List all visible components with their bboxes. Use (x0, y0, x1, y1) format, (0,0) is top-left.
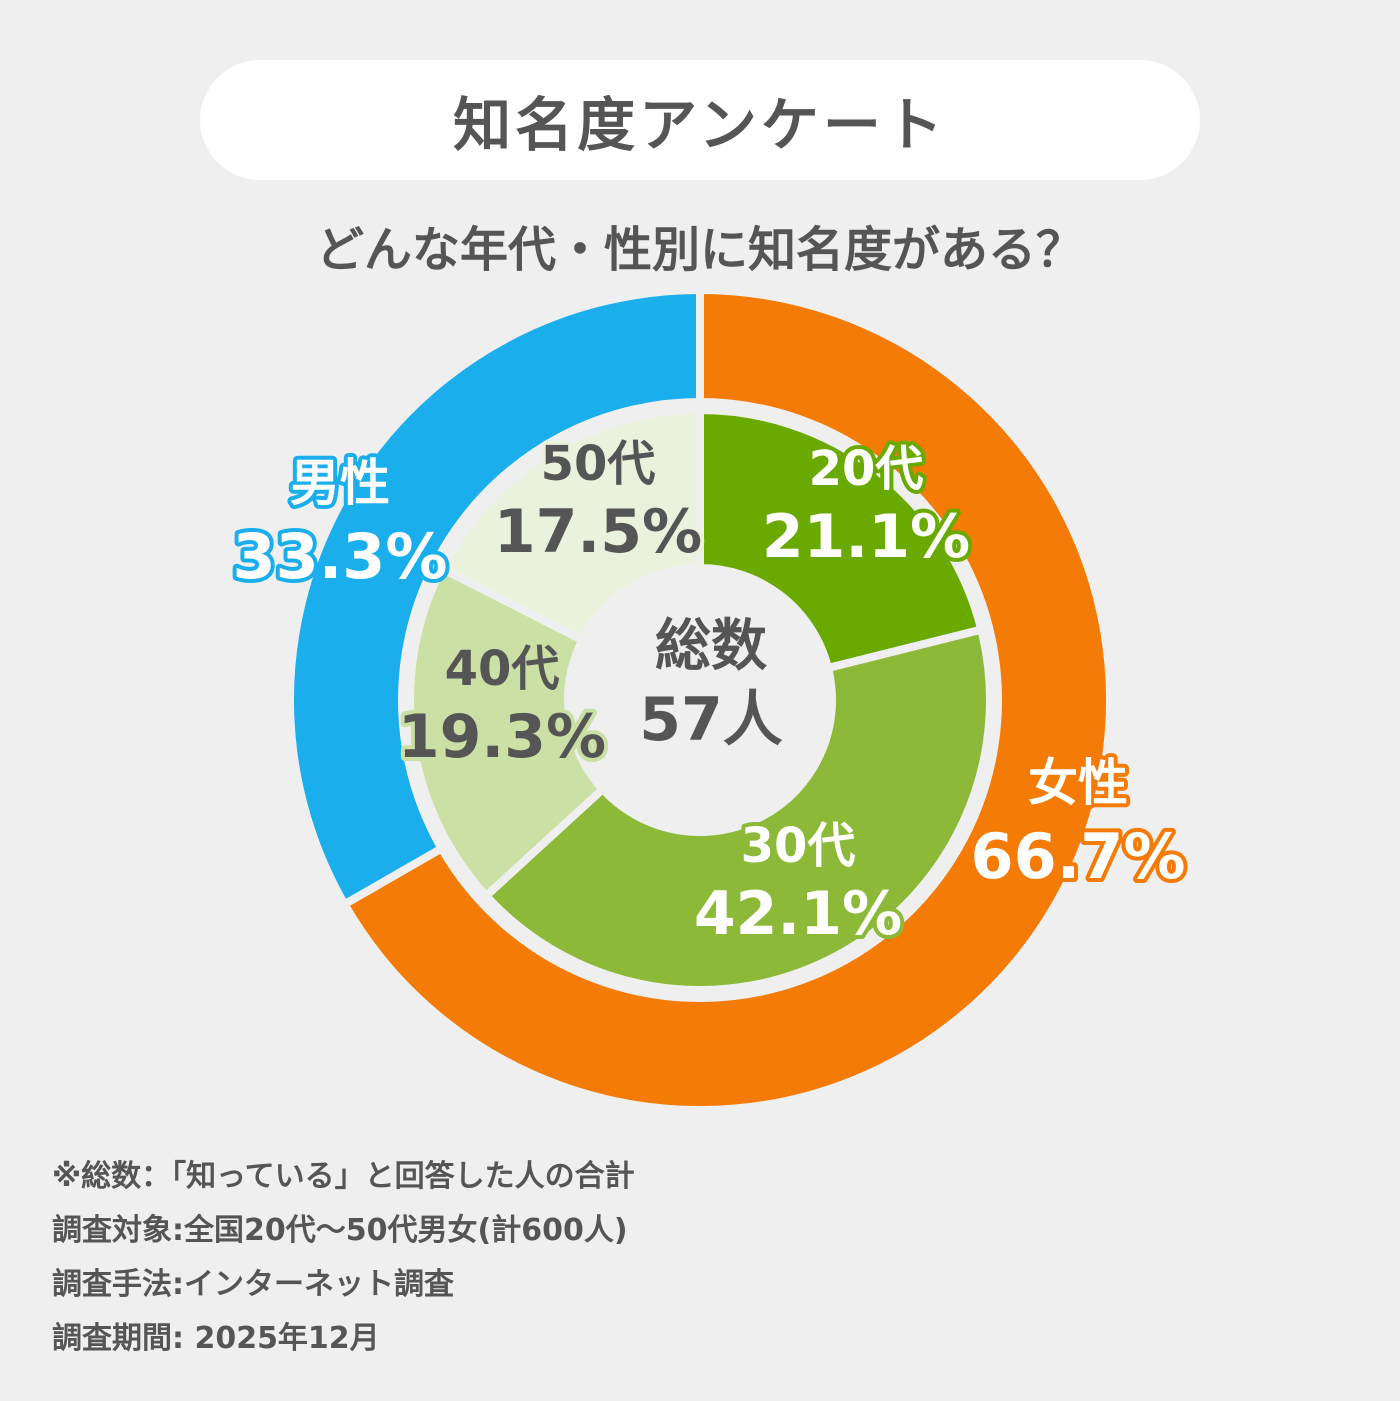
title-banner: 知名度アンケート (200, 60, 1200, 180)
inner-slice-label-3: 50代 (541, 436, 656, 492)
footnotes: ※総数：「知っている」と回答した人の合計 調査対象:全国20代〜50代男女(計6… (52, 1150, 635, 1366)
inner-slice-value-0: 21.1% (762, 502, 970, 572)
outer-slice-value-1: 33.3% (232, 520, 447, 593)
inner-slice-0 (696, 405, 987, 673)
chart-subtitle: どんな年代・性別に知名度がある？ (315, 222, 1084, 278)
note-survey-target: 調査対象:全国20代〜50代男女(計600人) (52, 1213, 628, 1248)
inner-slice-value-3: 17.5% (494, 497, 702, 567)
outer-slice-label-1: 男性 (290, 454, 390, 512)
inner-slice-2 (406, 562, 609, 902)
inner-slice-value-1: 42.1% (694, 879, 902, 949)
note-total-definition: ※総数：「知っている」と回答した人の合計 (52, 1159, 635, 1194)
note-survey-period: 調査期間: 2025年12月 (52, 1321, 380, 1356)
outer-slice-1 (286, 285, 704, 910)
center-total-value: 57人 (639, 685, 783, 755)
inner-slice-1 (480, 624, 994, 994)
inner-slice-label-0: 20代 (809, 441, 924, 497)
inner-slice-value-2: 19.3% (398, 702, 606, 772)
inner-slice-label-2: 40代 (445, 641, 560, 697)
outer-slice-label-0: 女性 (1028, 754, 1128, 812)
inner-ring (406, 405, 994, 994)
outer-slice-0 (339, 285, 1114, 1114)
page-title: 知名度アンケート (453, 91, 947, 159)
note-survey-method: 調査手法:インターネット調査 (52, 1267, 454, 1302)
outer-slice-value-0: 66.7% (970, 820, 1185, 893)
outer-ring (286, 285, 1114, 1114)
center-total-label: 総数 (655, 614, 767, 679)
inner-slice-label-1: 30代 (741, 818, 856, 874)
inner-slice-3 (436, 405, 704, 646)
